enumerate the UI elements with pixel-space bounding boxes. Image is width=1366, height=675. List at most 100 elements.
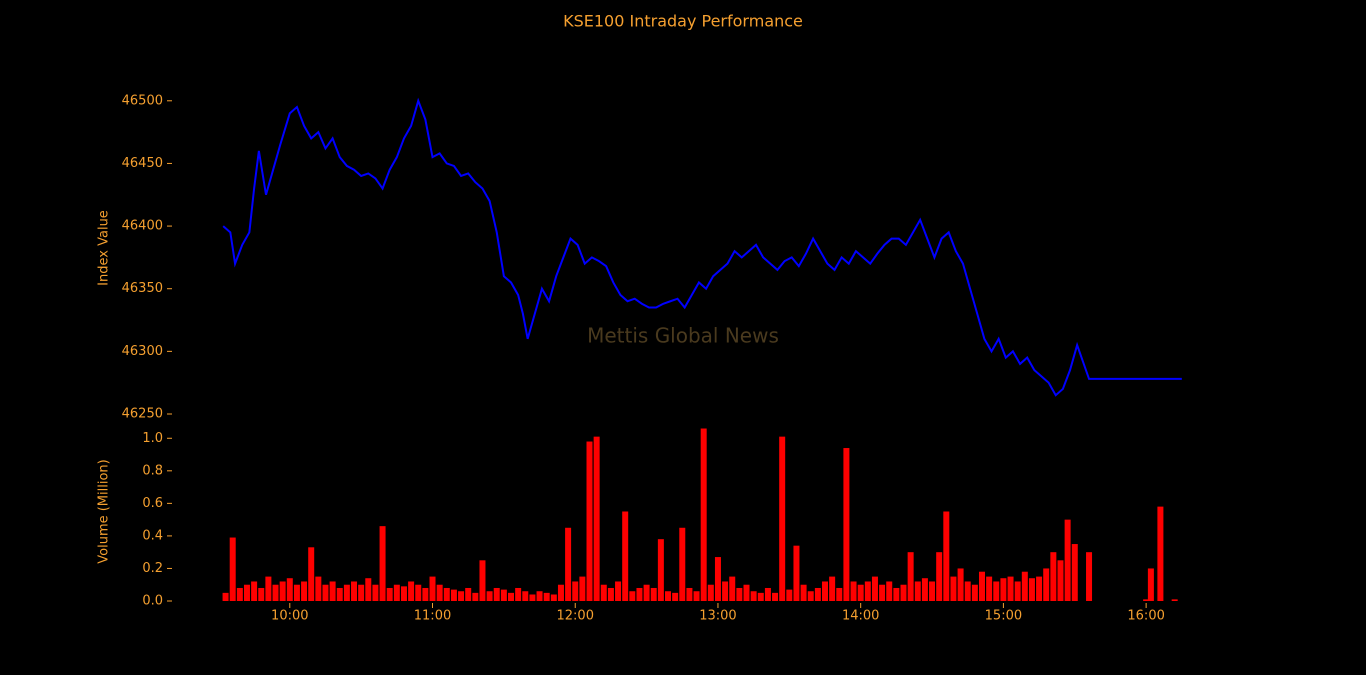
volume-bar xyxy=(814,587,821,601)
y-tick-label: 46450 xyxy=(122,156,163,171)
y-tick-label: 46300 xyxy=(122,344,163,359)
volume-bar xyxy=(358,584,365,601)
volume-bar xyxy=(971,584,978,601)
volume-bar xyxy=(465,587,472,601)
x-tick-label: 12:00 xyxy=(557,609,594,624)
volume-bar xyxy=(1043,568,1050,601)
volume-bar xyxy=(643,584,650,601)
volume-bar xyxy=(365,578,372,601)
y-axis-label: Index Value xyxy=(97,210,112,286)
volume-bar xyxy=(800,584,807,601)
volume-bar xyxy=(750,591,757,601)
volume-bar xyxy=(243,584,250,601)
volume-bar xyxy=(693,591,700,601)
volume-bar xyxy=(1157,506,1164,601)
y-tick-label: 0.6 xyxy=(142,496,163,511)
volume-bar xyxy=(372,584,379,601)
y-tick-label: 46250 xyxy=(122,407,163,422)
volume-bar xyxy=(293,584,300,601)
x-tick-label: 11:00 xyxy=(414,609,451,624)
volume-bar xyxy=(1057,560,1064,601)
volume-bar xyxy=(978,571,985,601)
volume-bar xyxy=(807,591,814,601)
volume-bar xyxy=(229,537,236,601)
x-tick-label: 13:00 xyxy=(699,609,736,624)
volume-bar xyxy=(479,560,486,601)
volume-bar xyxy=(722,581,729,601)
volume-bar xyxy=(565,527,572,601)
volume-bar xyxy=(265,576,272,601)
volume-bar xyxy=(622,511,629,601)
volume-bar xyxy=(351,581,358,601)
volume-bar xyxy=(443,587,450,601)
volume-bar xyxy=(786,589,793,601)
volume-bar xyxy=(900,584,907,601)
volume-bar xyxy=(436,584,443,601)
x-tick-label: 14:00 xyxy=(842,609,879,624)
volume-bar xyxy=(950,576,957,601)
volume-bar xyxy=(986,576,993,601)
volume-bar xyxy=(743,584,750,601)
volume-bar xyxy=(322,584,329,601)
volume-bar xyxy=(700,428,707,601)
volume-bar xyxy=(258,587,265,601)
volume-bar xyxy=(336,587,343,601)
volume-bar xyxy=(772,592,779,601)
volume-bar xyxy=(600,584,607,601)
volume-bar xyxy=(1028,578,1035,601)
volume-bar xyxy=(429,576,436,601)
volume-bar xyxy=(793,545,800,601)
volume-bar xyxy=(615,581,622,601)
volume-bar xyxy=(1071,544,1078,601)
y-tick-label: 46400 xyxy=(122,219,163,234)
volume-bar xyxy=(1007,576,1014,601)
volume-bar xyxy=(586,441,593,601)
volume-bar xyxy=(879,584,886,601)
volume-bar xyxy=(871,576,878,601)
volume-bar xyxy=(308,547,315,601)
volume-bar xyxy=(493,587,500,601)
y-tick-label: 0.2 xyxy=(142,561,163,576)
volume-bar xyxy=(557,584,564,601)
volume-bar xyxy=(572,581,579,601)
volume-bar xyxy=(672,592,679,601)
volume-bar xyxy=(829,576,836,601)
volume-bar xyxy=(1064,519,1071,601)
volume-bar xyxy=(343,584,350,601)
volume-bar xyxy=(921,578,928,601)
volume-bar xyxy=(907,552,914,601)
volume-bar xyxy=(472,592,479,601)
volume-bar xyxy=(315,576,322,601)
volume-bar xyxy=(729,576,736,601)
y-axis-label: Volume (Million) xyxy=(97,459,112,563)
volume-bar xyxy=(400,586,407,601)
volume-bar xyxy=(850,581,857,601)
volume-bar xyxy=(1014,581,1021,601)
index-line xyxy=(222,97,1182,397)
volume-bar xyxy=(301,581,308,601)
volume-bar xyxy=(857,584,864,601)
volume-bar xyxy=(536,591,543,601)
volume-bar xyxy=(1171,599,1178,601)
volume-bar xyxy=(707,584,714,601)
volume-bar xyxy=(914,581,921,601)
volume-bar xyxy=(957,568,964,601)
volume-bar xyxy=(607,587,614,601)
y-tick-label: 46500 xyxy=(122,93,163,108)
volume-bar xyxy=(650,587,657,601)
y-tick-label: 0.0 xyxy=(142,594,163,609)
volume-bar xyxy=(779,436,786,601)
x-tick-label: 15:00 xyxy=(985,609,1022,624)
volume-bar xyxy=(251,581,258,601)
volume-bar xyxy=(422,587,429,601)
volume-bar xyxy=(836,587,843,601)
volume-bar xyxy=(408,581,415,601)
volume-bar xyxy=(936,552,943,601)
x-tick-label: 16:00 xyxy=(1127,609,1164,624)
volume-bar xyxy=(843,448,850,601)
volume-bar xyxy=(736,587,743,601)
volume-bar xyxy=(450,589,457,601)
volume-bar xyxy=(665,591,672,601)
volume-bar xyxy=(550,594,557,601)
